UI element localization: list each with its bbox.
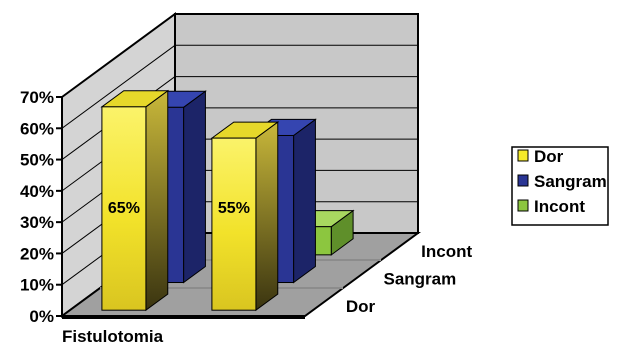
category-label: Fistulotomia [62,327,164,346]
legend: Dor Sangram Incont [511,146,609,226]
bar-dor: 65% [100,89,170,312]
grid-line [61,13,176,98]
data-label: 65% [108,200,140,217]
bar-side [293,118,316,284]
legend-label: Incont [534,197,585,216]
depth-label: Dor [346,297,376,316]
legend-swatch [517,199,529,212]
y-tick-label: 40% [20,182,54,201]
depth-label: Sangram [384,269,457,288]
bar-side [255,121,279,312]
y-tick-label: 30% [20,213,54,232]
y-tick-label: 20% [20,244,54,263]
bar-side [145,89,169,312]
bar-side [183,90,206,284]
y-tick-label: 60% [20,119,54,138]
y-tick-label: 0% [29,307,54,326]
legend-swatch [517,174,529,187]
depth-label: Incont [421,242,472,261]
y-tick-label: 70% [20,88,54,107]
bar-dor: 55% [210,121,280,312]
y-tick-label: 10% [20,276,54,295]
y-tick-label: 50% [20,151,54,170]
legend-label: Dor [534,147,564,166]
grid-line [61,44,176,129]
bar-front [211,137,257,311]
bar-front [101,106,147,311]
legend-label: Sangram [534,172,607,191]
legend-swatch [517,149,529,162]
data-label: 55% [218,200,250,217]
